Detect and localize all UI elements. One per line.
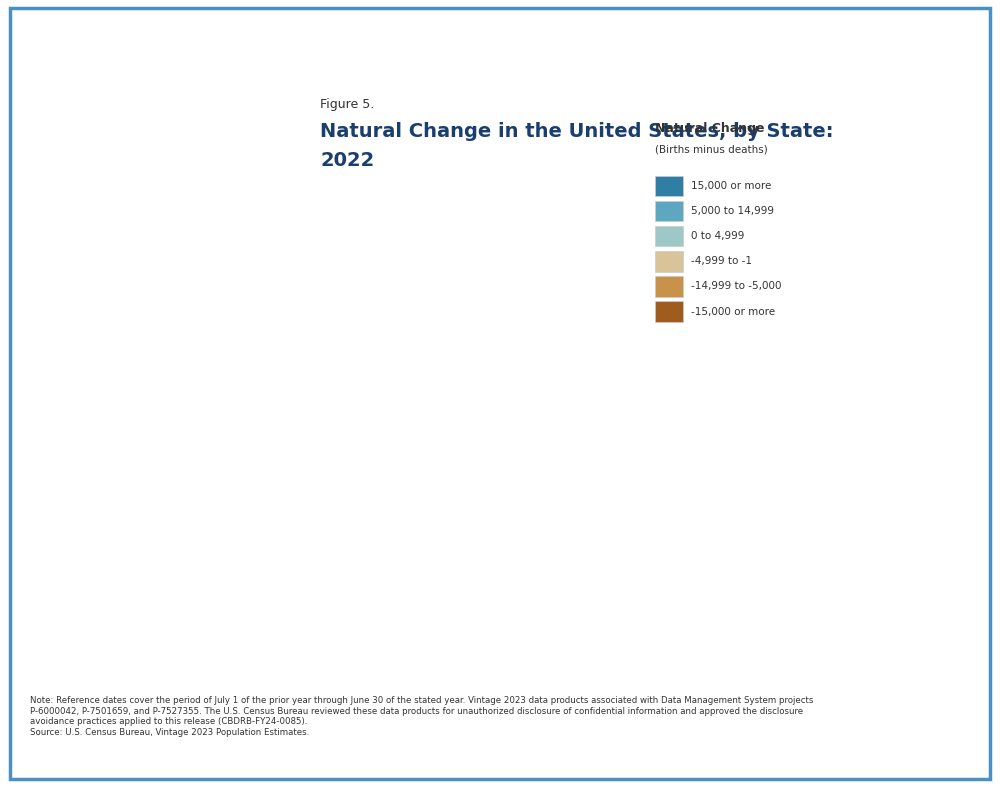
Text: 0 to 4,999: 0 to 4,999	[691, 231, 744, 241]
Text: Note: Reference dates cover the period of July 1 of the prior year through June : Note: Reference dates cover the period o…	[30, 696, 813, 737]
Bar	[655, 251, 683, 272]
Text: Natural Change in the United States, by State:: Natural Change in the United States, by …	[320, 122, 834, 141]
Text: 15,000 or more: 15,000 or more	[691, 181, 771, 190]
Bar	[655, 176, 683, 196]
Text: -14,999 to -5,000: -14,999 to -5,000	[691, 282, 782, 291]
Text: (Births minus deaths): (Births minus deaths)	[655, 144, 768, 154]
Bar	[655, 226, 683, 246]
Text: Figure 5.: Figure 5.	[320, 98, 374, 112]
Text: 2022: 2022	[320, 151, 374, 170]
Text: -15,000 or more: -15,000 or more	[691, 307, 775, 316]
Bar	[655, 301, 683, 322]
Text: -4,999 to -1: -4,999 to -1	[691, 257, 752, 266]
Bar	[655, 201, 683, 221]
Text: 5,000 to 14,999: 5,000 to 14,999	[691, 206, 774, 216]
Text: Natural Change: Natural Change	[655, 122, 765, 135]
Bar	[655, 276, 683, 297]
